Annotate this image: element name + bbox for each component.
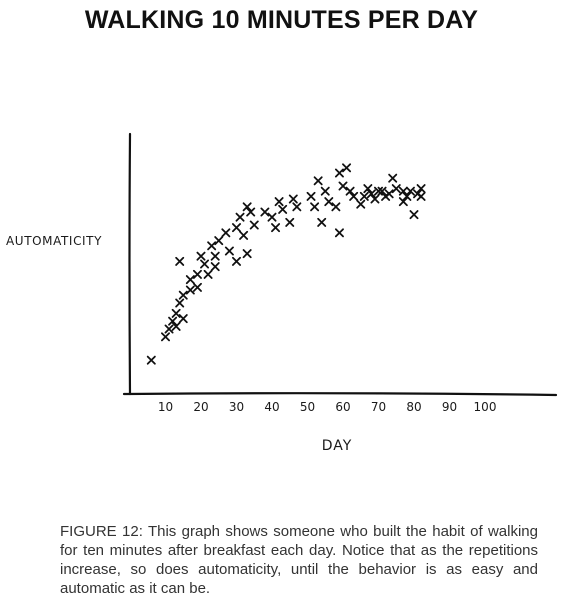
data-point xyxy=(207,241,217,251)
data-point xyxy=(161,332,170,342)
data-point xyxy=(185,285,195,295)
data-point xyxy=(200,259,210,269)
data-point xyxy=(232,223,241,233)
data-point xyxy=(196,251,206,261)
data-point xyxy=(334,168,344,178)
data-points xyxy=(146,163,426,365)
x-axis-line xyxy=(122,392,558,397)
data-point xyxy=(274,197,284,207)
data-point xyxy=(345,186,355,196)
data-point xyxy=(288,194,298,204)
chart-title: WALKING 10 MINUTES PER DAY xyxy=(84,6,479,34)
x-tick-label-100: 100 xyxy=(474,400,497,414)
data-point xyxy=(210,251,220,261)
data-point xyxy=(185,275,195,285)
data-point xyxy=(235,212,245,222)
data-point xyxy=(246,207,256,217)
data-point xyxy=(409,210,419,220)
figure-caption: FIGURE 12: This graph shows someone who … xyxy=(60,523,538,597)
x-tick-label-70: 70 xyxy=(371,400,386,414)
data-point xyxy=(402,191,412,201)
x-tick-labels: 10 20 30 40 50 60 70 80 90 100 xyxy=(158,400,497,414)
data-point xyxy=(370,194,380,204)
data-point xyxy=(320,186,330,196)
data-point xyxy=(391,184,401,194)
data-point xyxy=(313,176,323,186)
x-tick-label-40: 40 xyxy=(264,400,279,414)
data-point xyxy=(175,298,185,308)
data-point xyxy=(359,191,369,201)
data-point xyxy=(178,290,188,300)
data-point xyxy=(363,184,373,194)
x-axis-label: DAY xyxy=(322,438,353,454)
data-point xyxy=(398,186,408,196)
data-point xyxy=(338,181,348,191)
data-point xyxy=(271,223,281,233)
data-point xyxy=(221,228,231,238)
data-point xyxy=(334,228,344,238)
data-point xyxy=(292,202,302,212)
data-point xyxy=(224,246,234,256)
data-point xyxy=(203,269,213,279)
data-point xyxy=(278,204,288,214)
data-point xyxy=(260,207,270,217)
data-point xyxy=(405,186,415,196)
data-point xyxy=(175,256,185,266)
data-point xyxy=(416,191,426,201)
data-point xyxy=(178,314,188,324)
data-point xyxy=(210,262,220,272)
x-tick-label-90: 90 xyxy=(442,400,457,414)
x-tick-label-60: 60 xyxy=(335,400,350,414)
data-point xyxy=(398,197,408,207)
axes xyxy=(122,132,558,397)
data-point xyxy=(242,249,252,259)
x-tick-label-80: 80 xyxy=(406,400,421,414)
data-point xyxy=(232,256,241,266)
data-point xyxy=(377,186,387,196)
data-point xyxy=(242,202,252,212)
data-point xyxy=(306,191,316,201)
data-point xyxy=(310,202,320,212)
data-point xyxy=(192,269,202,279)
x-tick-label-30: 30 xyxy=(229,400,244,414)
data-point xyxy=(331,202,341,212)
data-point xyxy=(171,308,181,318)
data-point xyxy=(267,212,277,222)
data-point xyxy=(356,199,366,209)
data-point xyxy=(349,191,359,201)
data-point xyxy=(317,217,327,227)
data-point xyxy=(384,189,394,199)
data-point xyxy=(171,321,181,331)
data-point xyxy=(324,197,334,207)
data-point xyxy=(342,163,352,173)
data-point xyxy=(164,324,174,334)
x-tick-label-10: 10 xyxy=(158,400,173,414)
x-tick-label-20: 20 xyxy=(193,400,208,414)
data-point xyxy=(249,220,259,230)
data-point xyxy=(366,189,376,199)
data-point xyxy=(192,282,202,292)
data-point xyxy=(285,217,295,227)
y-axis-line xyxy=(128,132,132,396)
data-point xyxy=(239,230,249,240)
y-axis-label: AUTOMATICITY xyxy=(6,234,102,248)
data-point xyxy=(416,184,426,194)
x-tick-label-50: 50 xyxy=(300,400,315,414)
data-point xyxy=(168,316,178,326)
data-point xyxy=(146,355,156,365)
data-point xyxy=(214,236,224,246)
data-point xyxy=(388,173,398,183)
